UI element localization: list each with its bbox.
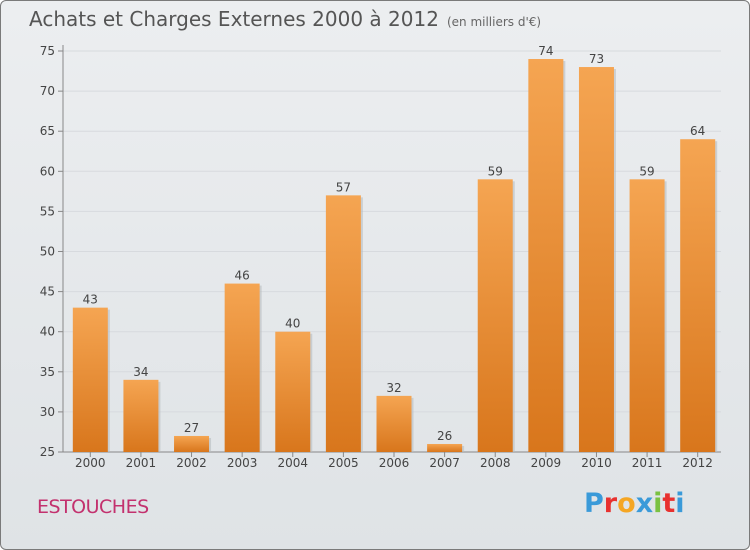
- y-tick-label: 60: [40, 164, 55, 178]
- bar-2003: [224, 283, 260, 452]
- x-tick-label: 2004: [277, 456, 308, 470]
- value-label: 40: [285, 317, 300, 331]
- value-label: 57: [336, 180, 351, 194]
- value-label: 46: [235, 269, 250, 283]
- x-tick-label: 2001: [126, 456, 157, 470]
- bar-2001: [123, 379, 159, 452]
- x-tick-label: 2008: [480, 456, 511, 470]
- y-tick-label: 70: [40, 84, 55, 98]
- bar-2002: [174, 435, 210, 452]
- bar-2007: [427, 443, 463, 452]
- value-label: 73: [589, 52, 604, 66]
- value-label: 26: [437, 429, 452, 443]
- x-tick-label: 2007: [429, 456, 460, 470]
- chart-title: Achats et Charges Externes 2000 à 2012 (e…: [29, 7, 541, 31]
- x-tick-label: 2005: [328, 456, 359, 470]
- bar-2006: [376, 395, 412, 452]
- value-label: 74: [538, 44, 553, 58]
- x-tick-label: 2000: [75, 456, 106, 470]
- logo-letter: x: [635, 488, 654, 519]
- bar-2000: [72, 307, 108, 452]
- x-tick-label: 2006: [379, 456, 410, 470]
- bar-2011: [629, 179, 665, 452]
- y-tick-label: 55: [40, 204, 55, 218]
- logo-letter: i: [653, 488, 663, 519]
- x-tick-label: 2011: [632, 456, 663, 470]
- y-tick-label: 75: [40, 44, 55, 58]
- logo-letter: t: [662, 488, 676, 519]
- logo-letter: P: [584, 488, 604, 519]
- bars: [72, 59, 718, 453]
- y-tick-label: 65: [40, 124, 55, 138]
- value-label: 64: [690, 124, 705, 138]
- x-tick-label: 2009: [531, 456, 562, 470]
- value-label: 59: [639, 164, 654, 178]
- x-tick-label: 2012: [682, 456, 713, 470]
- bar-2009: [528, 59, 564, 453]
- y-tick-label: 25: [40, 445, 55, 459]
- y-tick-label: 30: [40, 405, 55, 419]
- chart-title-text: Achats et Charges Externes 2000 à 2012: [29, 7, 439, 31]
- bar-2012: [680, 139, 716, 452]
- logo-letter: o: [617, 488, 636, 519]
- y-tick-label: 50: [40, 245, 55, 259]
- bar-2004: [275, 331, 311, 452]
- x-tick-label: 2010: [581, 456, 612, 470]
- labels: 25 30 35 40 45 50 55 60 65 70 75 43 2000 34 2001 27 2002…: [40, 44, 713, 470]
- y-tick-label: 35: [40, 365, 55, 379]
- y-tick-label: 40: [40, 325, 55, 339]
- value-label: 59: [488, 164, 503, 178]
- value-label: 34: [133, 365, 148, 379]
- commune-name: ESTOUCHES: [37, 496, 149, 518]
- bar-2008: [477, 179, 513, 452]
- value-label: 43: [83, 293, 98, 307]
- x-tick-label: 2002: [176, 456, 207, 470]
- y-tick-label: 45: [40, 285, 55, 299]
- logo-letter: r: [603, 488, 618, 519]
- chart-unit-note: (en milliers d'€): [446, 15, 542, 29]
- bar-2010: [578, 67, 614, 452]
- value-label: 32: [386, 381, 401, 395]
- x-tick-label: 2003: [227, 456, 258, 470]
- value-label: 27: [184, 421, 199, 435]
- bar-2005: [325, 195, 361, 453]
- proxiti-logo: Proxiti: [584, 488, 685, 519]
- logo-letter: i: [675, 488, 685, 519]
